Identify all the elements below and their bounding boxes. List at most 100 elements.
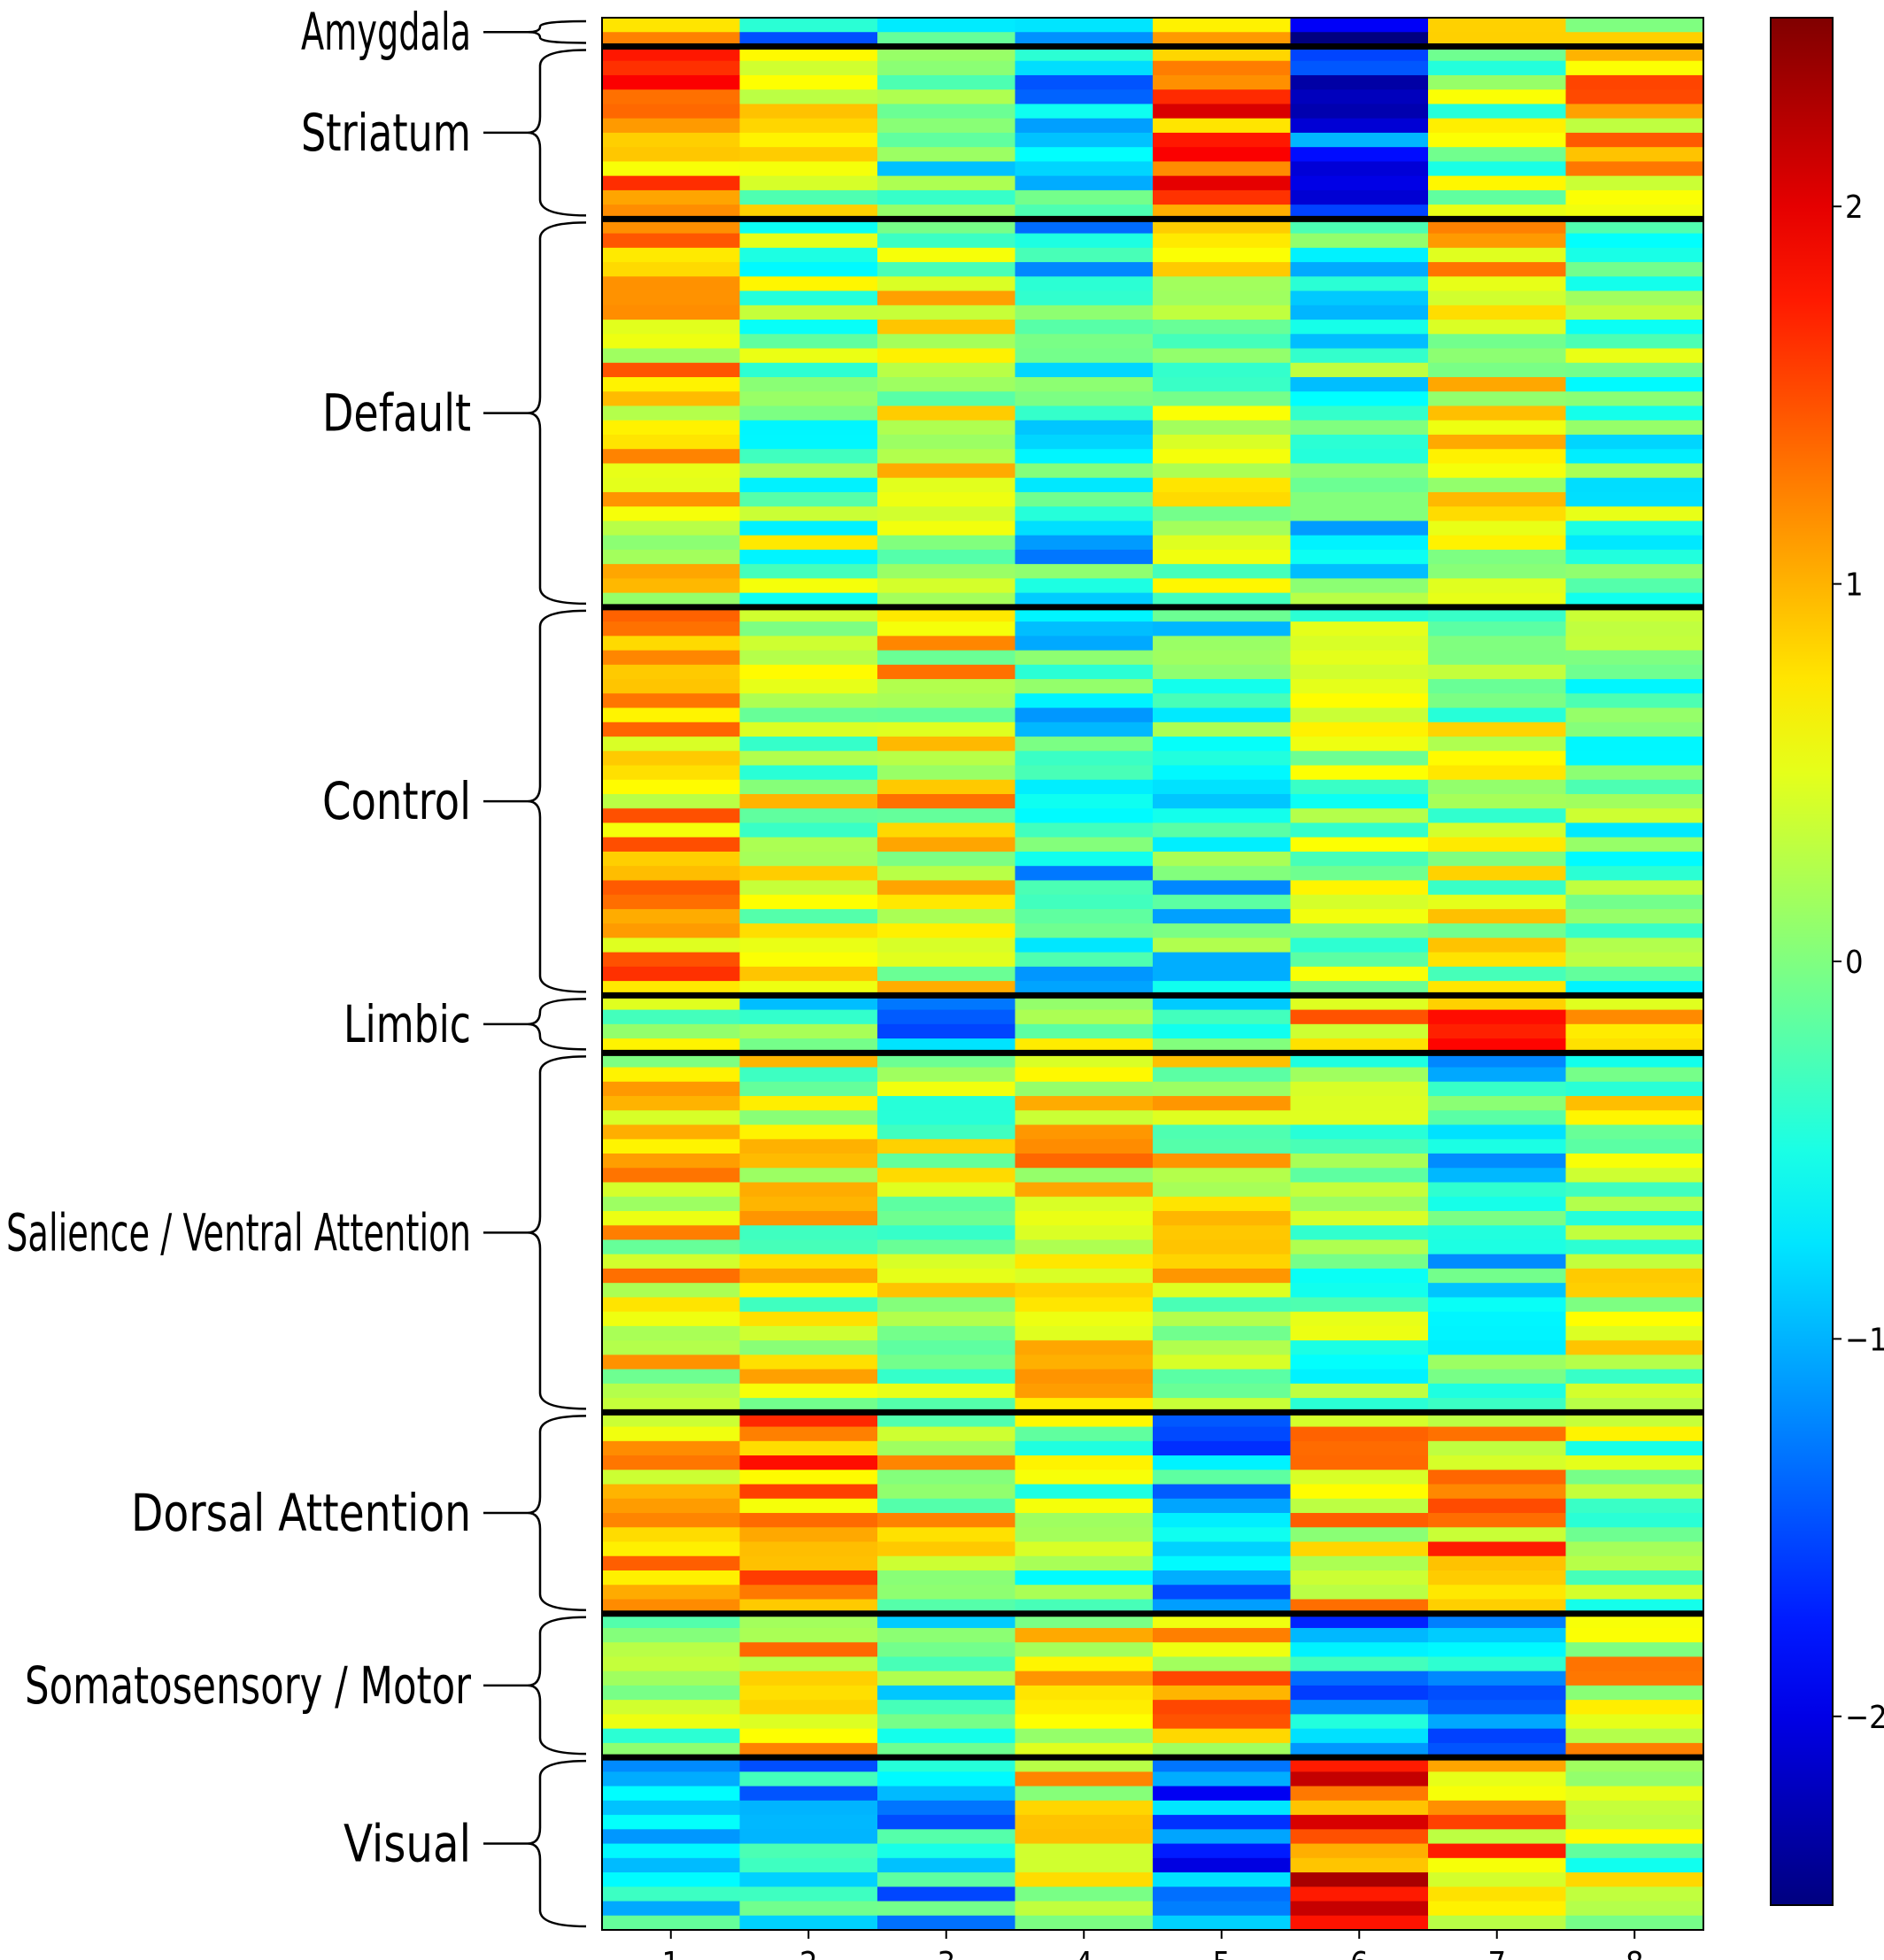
heatmap-cell <box>739 995 878 1011</box>
heatmap-cell <box>1015 1555 1154 1571</box>
heatmap-cell <box>877 1498 1016 1514</box>
heatmap-cell <box>602 765 741 781</box>
heatmap-cell <box>1153 377 1292 392</box>
heatmap-cell <box>1290 1168 1429 1184</box>
heatmap-cell <box>1153 1757 1292 1772</box>
heatmap-cell <box>739 434 878 450</box>
heatmap-cell <box>1015 420 1154 436</box>
heatmap-cell <box>1565 1254 1704 1269</box>
heatmap-cell <box>1290 1110 1429 1126</box>
heatmap-cell <box>1153 1138 1292 1154</box>
heatmap-cell <box>1015 247 1154 263</box>
heatmap-cell <box>1153 1642 1292 1658</box>
heatmap-cell <box>1290 1555 1429 1571</box>
heatmap-cell <box>877 189 1016 205</box>
heatmap-cell <box>1153 966 1292 982</box>
heatmap-cell <box>1153 1671 1292 1686</box>
heatmap-cell <box>1153 664 1292 680</box>
heatmap-cell <box>1428 1023 1567 1039</box>
heatmap-cell <box>1565 908 1704 924</box>
heatmap-cell <box>602 290 741 306</box>
heatmap-cell <box>1290 765 1429 781</box>
heatmap-cell <box>602 1498 741 1514</box>
heatmap-cell <box>1015 74 1154 90</box>
heatmap-cell <box>1428 721 1567 737</box>
heatmap-cell <box>1565 793 1704 809</box>
heatmap-cell <box>1428 779 1567 795</box>
heatmap-cell <box>1565 46 1704 62</box>
heatmap-cell <box>1428 1599 1567 1615</box>
heatmap-cell <box>739 938 878 953</box>
heatmap-cell <box>1153 320 1292 335</box>
heatmap-cell <box>1428 521 1567 536</box>
heatmap-cell <box>1015 18 1154 33</box>
heatmap-cell <box>739 1728 878 1744</box>
heatmap-cell <box>1015 1067 1154 1083</box>
heatmap-cell <box>1290 262 1429 277</box>
colorbar-tick-label: 0 <box>1845 945 1864 981</box>
heatmap-cell <box>1290 837 1429 853</box>
heatmap-cell <box>1015 362 1154 378</box>
heatmap-cell <box>602 1138 741 1154</box>
heatmap-cell <box>739 1053 878 1069</box>
heatmap-cell <box>877 377 1016 392</box>
colorbar-tick-label: 1 <box>1845 567 1864 604</box>
heatmap-cell <box>877 779 1016 795</box>
heatmap-cell <box>1428 334 1567 350</box>
heatmap-cell <box>1153 1182 1292 1198</box>
heatmap-cell <box>739 463 878 479</box>
heatmap-cell <box>1428 1613 1567 1629</box>
heatmap-cell <box>739 564 878 579</box>
heatmap-cell <box>1290 132 1429 148</box>
heatmap-cell <box>1428 1354 1567 1370</box>
heatmap-cell <box>1015 1096 1154 1111</box>
heatmap-cell <box>1015 449 1154 465</box>
heatmap-cell <box>1565 449 1704 465</box>
heatmap-cell <box>877 966 1016 982</box>
heatmap-cell <box>1153 1685 1292 1701</box>
heatmap-cell <box>1290 463 1429 479</box>
heatmap-cell <box>739 1081 878 1097</box>
heatmap-cell <box>739 1685 878 1701</box>
heatmap-cell <box>1565 851 1704 867</box>
heatmap-cell <box>1015 189 1154 205</box>
heatmap-cell <box>1153 1426 1292 1442</box>
heatmap-cell <box>1428 1771 1567 1787</box>
heatmap-cell <box>877 1067 1016 1083</box>
heatmap-cell <box>1428 132 1567 148</box>
heatmap-cell <box>1015 1110 1154 1126</box>
heatmap-cell <box>1565 334 1704 350</box>
heatmap-cell <box>1428 118 1567 134</box>
heatmap-cell <box>1015 1685 1154 1701</box>
heatmap-cell <box>1428 1714 1567 1730</box>
heatmap-cell <box>877 606 1016 622</box>
heatmap-cell <box>1153 1053 1292 1069</box>
heatmap-cell <box>1565 1671 1704 1686</box>
heatmap-cell <box>1565 1168 1704 1184</box>
heatmap-cell <box>1015 89 1154 105</box>
heatmap-cell <box>602 1354 741 1370</box>
heatmap-cell <box>1015 535 1154 551</box>
heatmap-cell <box>1153 1742 1292 1758</box>
heatmap-cell <box>1290 981 1429 996</box>
x-tick-label: 5 <box>1212 1946 1231 1960</box>
heatmap-cell <box>877 477 1016 493</box>
heatmap-cell <box>1565 147 1704 163</box>
heatmap-cell <box>1153 1340 1292 1355</box>
heatmap-cell <box>602 1081 741 1097</box>
heatmap-cell <box>1428 420 1567 436</box>
heatmap-cell <box>602 564 741 579</box>
heatmap-cell <box>1565 161 1704 177</box>
heatmap-cell <box>1015 1829 1154 1845</box>
heatmap-cell <box>602 334 741 350</box>
heatmap-cell <box>877 851 1016 867</box>
heatmap-cell <box>602 1800 741 1816</box>
heatmap-cell <box>1290 894 1429 910</box>
heatmap-cell <box>1015 1239 1154 1255</box>
heatmap-cell <box>1428 46 1567 62</box>
heatmap-cell <box>1153 405 1292 421</box>
heatmap-cell <box>1290 1613 1429 1629</box>
heatmap-cell <box>739 1311 878 1327</box>
heatmap-cell <box>1428 74 1567 90</box>
